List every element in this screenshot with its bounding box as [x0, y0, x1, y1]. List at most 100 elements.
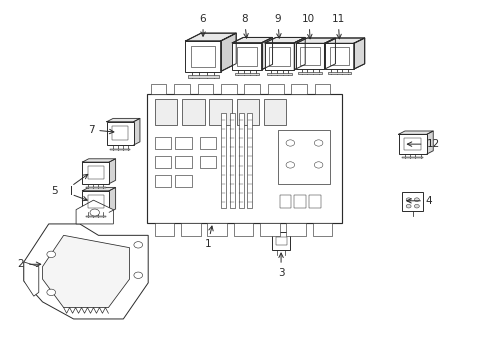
Bar — [327, 72, 351, 74]
Circle shape — [134, 272, 142, 278]
Polygon shape — [24, 224, 148, 319]
Bar — [85, 187, 106, 188]
Circle shape — [285, 140, 294, 146]
Bar — [187, 75, 218, 78]
Bar — [155, 175, 171, 187]
Text: 4: 4 — [406, 196, 431, 206]
Polygon shape — [24, 262, 39, 296]
Bar — [234, 73, 259, 75]
Circle shape — [314, 162, 322, 168]
Bar — [199, 156, 216, 168]
Bar — [238, 113, 243, 208]
Bar — [155, 223, 174, 236]
Polygon shape — [426, 131, 432, 154]
Circle shape — [285, 162, 294, 168]
Text: 10: 10 — [302, 14, 315, 39]
Text: 11: 11 — [331, 14, 344, 39]
Bar — [155, 156, 171, 168]
Bar — [110, 149, 130, 150]
Polygon shape — [325, 38, 364, 43]
Bar — [197, 84, 213, 94]
Bar — [402, 192, 422, 211]
Bar — [329, 47, 349, 65]
Polygon shape — [109, 188, 115, 212]
Bar — [221, 113, 225, 208]
Bar — [87, 195, 103, 208]
Polygon shape — [232, 37, 272, 43]
Bar — [85, 216, 106, 217]
Bar — [175, 156, 191, 168]
Bar — [82, 191, 109, 212]
Bar — [267, 73, 291, 75]
Bar — [269, 47, 289, 66]
Bar — [401, 157, 423, 158]
Bar — [233, 223, 253, 236]
Bar — [271, 232, 290, 249]
Bar — [260, 223, 279, 236]
Text: 7: 7 — [87, 125, 114, 135]
Polygon shape — [296, 38, 335, 43]
Polygon shape — [294, 37, 305, 70]
Polygon shape — [185, 33, 236, 41]
Text: 9: 9 — [274, 14, 281, 38]
Bar — [207, 223, 226, 236]
Bar — [291, 84, 306, 94]
Polygon shape — [42, 235, 129, 307]
Bar — [267, 84, 283, 94]
Bar — [112, 126, 128, 140]
Bar — [314, 84, 330, 94]
Bar — [221, 84, 236, 94]
Bar — [232, 43, 261, 70]
Bar — [247, 113, 252, 208]
Bar — [296, 43, 324, 69]
Polygon shape — [76, 200, 113, 224]
Bar — [298, 72, 322, 74]
Bar — [174, 84, 189, 94]
Bar — [175, 175, 191, 187]
Polygon shape — [106, 118, 140, 122]
Text: 1: 1 — [204, 226, 213, 249]
Circle shape — [406, 198, 410, 202]
Polygon shape — [261, 37, 272, 70]
Circle shape — [406, 204, 410, 208]
Circle shape — [413, 198, 418, 202]
Bar — [277, 130, 330, 184]
Circle shape — [47, 251, 56, 257]
Polygon shape — [133, 118, 140, 145]
Bar — [155, 99, 177, 125]
Circle shape — [314, 140, 322, 146]
Bar — [325, 43, 353, 69]
Bar — [185, 41, 220, 72]
Circle shape — [90, 209, 99, 216]
Text: 12: 12 — [407, 139, 439, 149]
Bar — [236, 99, 259, 125]
Bar — [264, 99, 286, 125]
Bar — [312, 223, 331, 236]
Bar — [229, 113, 234, 208]
Polygon shape — [82, 188, 115, 191]
Polygon shape — [220, 33, 236, 72]
Text: 2: 2 — [18, 259, 41, 269]
Polygon shape — [264, 37, 305, 43]
Bar — [294, 195, 305, 208]
Circle shape — [47, 289, 56, 296]
Bar — [155, 137, 171, 149]
Bar — [286, 223, 305, 236]
Polygon shape — [353, 38, 364, 69]
Bar — [264, 43, 294, 70]
Bar — [190, 46, 215, 67]
Text: 6: 6 — [199, 14, 206, 36]
Polygon shape — [324, 38, 335, 69]
Circle shape — [413, 204, 418, 208]
Text: 8: 8 — [241, 14, 248, 38]
Bar — [404, 138, 420, 150]
Polygon shape — [82, 159, 115, 162]
Bar — [244, 84, 260, 94]
Bar — [308, 195, 320, 208]
Bar — [209, 99, 231, 125]
Bar — [236, 47, 257, 66]
Bar — [181, 223, 200, 236]
Bar — [279, 195, 291, 208]
Text: 3: 3 — [277, 253, 284, 278]
Bar — [182, 99, 204, 125]
